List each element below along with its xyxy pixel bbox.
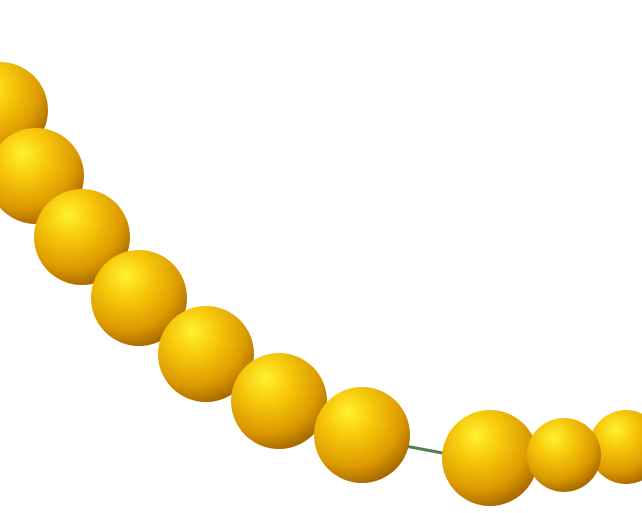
bead (34, 189, 130, 285)
beads (0, 62, 642, 506)
bead (589, 410, 642, 484)
bead (527, 418, 601, 492)
bead (314, 387, 410, 483)
bead (442, 410, 538, 506)
string (404, 444, 449, 456)
bead (158, 306, 254, 402)
bead (231, 353, 327, 449)
bead (91, 250, 187, 346)
